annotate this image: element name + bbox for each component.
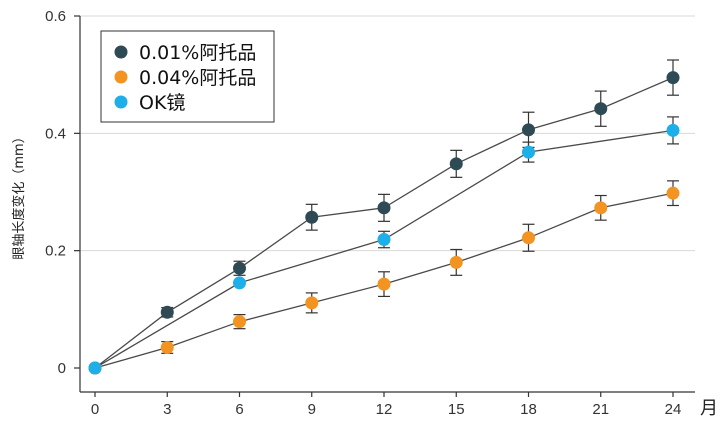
data-point-1-2: [233, 315, 246, 329]
y-tick-label-3: 0.6: [45, 8, 66, 25]
data-point-2-3: [522, 145, 535, 159]
data-point-1-1: [160, 340, 174, 354]
data-point-0-2: [233, 261, 246, 275]
x-tick-label-1: 3: [163, 401, 171, 418]
data-point-2-4: [666, 123, 680, 137]
series-line-2: [94, 129, 674, 369]
data-point-0-4: [377, 201, 391, 215]
x-axis-label: 月: [700, 398, 718, 419]
x-tick-label-3: 9: [308, 401, 316, 418]
data-point-0-1: [160, 305, 174, 319]
x-tick-label-2: 6: [235, 401, 243, 418]
legend-marker-2: [114, 95, 128, 109]
x-tick-label-0: 0: [91, 401, 99, 418]
legend-marker-0: [114, 45, 128, 59]
legend-marker-1: [114, 70, 128, 84]
x-tick-label-8: 24: [665, 401, 682, 418]
data-point-2-1: [233, 276, 246, 290]
legend-label-2: OK镜: [139, 92, 185, 114]
data-point-0-5: [449, 157, 463, 171]
data-point-1-6: [522, 231, 535, 245]
y-axis-label: 眼轴长度变化（mm）: [11, 130, 27, 259]
legend-box: [100, 30, 275, 123]
data-point-1-8: [666, 186, 680, 200]
data-point-2-2: [377, 233, 391, 247]
axes: [79, 16, 695, 393]
data-point-1-7: [594, 201, 608, 215]
data-point-1-4: [377, 277, 391, 291]
series-group: [88, 59, 680, 375]
y-tick-label-1: 0.2: [45, 243, 66, 260]
data-points: [88, 71, 680, 375]
data-point-0-8: [666, 71, 680, 85]
x-tick-label-5: 15: [448, 401, 465, 418]
legend-label-1: 0.04%阿托品: [139, 67, 256, 89]
y-tick-label-2: 0.4: [45, 125, 66, 142]
data-point-2-0: [88, 361, 102, 375]
legend: 0.01%阿托品 0.04%阿托品 OK镜: [100, 30, 275, 123]
x-tick-label-7: 21: [592, 401, 609, 418]
data-point-1-3: [305, 296, 319, 310]
y-tick-label-0: 0: [58, 360, 66, 377]
data-point-0-6: [522, 123, 535, 137]
legend-label-0: 0.01%阿托品: [139, 42, 256, 64]
data-point-1-5: [449, 255, 463, 269]
data-point-0-7: [594, 102, 608, 116]
gridlines: [80, 15, 695, 252]
x-tick-label-4: 12: [376, 401, 393, 418]
x-tick-label-6: 18: [520, 401, 537, 418]
y-axis-ticks: 0 0.2 0.4 0.6: [45, 8, 80, 377]
data-point-0-3: [305, 210, 319, 224]
x-axis-ticks: 0 3 6 9 12 15 18 21 24: [91, 392, 682, 418]
